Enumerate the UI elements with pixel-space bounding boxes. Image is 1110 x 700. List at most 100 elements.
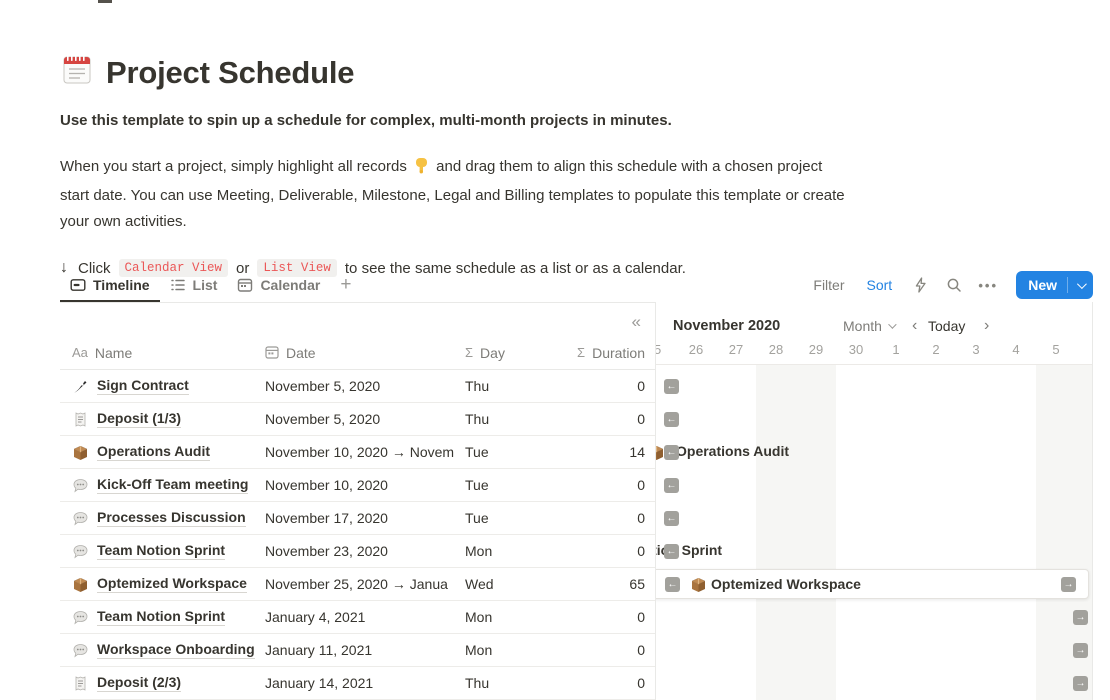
- more-options-button[interactable]: •••: [978, 277, 999, 293]
- list-view-icon: [170, 277, 186, 293]
- table-row[interactable]: Operations Audit November 10, 2020 → Nove…: [60, 436, 655, 469]
- zoom-scale-select[interactable]: Month: [843, 318, 897, 334]
- row-name-link[interactable]: Sign Contract: [97, 377, 189, 395]
- sort-button[interactable]: Sort: [866, 277, 893, 293]
- tab-label: List: [192, 277, 218, 293]
- row-date-cell[interactable]: November 5, 2020: [265, 411, 381, 427]
- previous-period-button[interactable]: ‹: [912, 317, 918, 334]
- scroll-to-item-button[interactable]: ←: [664, 379, 679, 394]
- formula-sigma-icon: Σ: [577, 345, 586, 360]
- calendar-view-link[interactable]: Calendar View: [118, 259, 229, 277]
- table-row[interactable]: Optemized Workspace November 25, 2020 → J…: [60, 568, 655, 601]
- row-name-link[interactable]: Workspace Onboarding: [97, 641, 255, 659]
- column-label: Date: [286, 344, 316, 361]
- row-duration-cell: 0: [637, 411, 645, 427]
- row-name-link[interactable]: Team Notion Sprint: [97, 542, 226, 560]
- date-tick: 26: [688, 342, 704, 357]
- row-date-cell[interactable]: November 10, 2020: [265, 477, 388, 493]
- row-name-link[interactable]: Optemized Workspace: [97, 575, 247, 593]
- table-row[interactable]: Kick-Off Team meeting November 10, 2020 Tu…: [60, 469, 655, 502]
- scroll-to-item-button[interactable]: ←: [664, 412, 679, 427]
- table-row[interactable]: Deposit (1/3) November 5, 2020 Thu 0: [60, 403, 655, 436]
- today-button[interactable]: Today: [928, 318, 966, 334]
- row-duration-cell: 65: [629, 576, 645, 592]
- document-header: Project Schedule Use this template to sp…: [60, 52, 860, 277]
- table-row[interactable]: Deposit (2/3) January 14, 2021 Thu 0: [60, 667, 655, 700]
- timeline-bar[interactable]: ← Optemized Workspace →: [656, 569, 1089, 599]
- weekend-column-shading: [756, 364, 836, 700]
- new-dropdown-chevron-icon[interactable]: [1068, 278, 1093, 289]
- new-button-label[interactable]: New: [1028, 277, 1057, 293]
- next-period-button[interactable]: ›: [984, 317, 990, 334]
- row-date-cell[interactable]: November 10, 2020 → Novem: [265, 444, 455, 460]
- scroll-to-item-button[interactable]: →: [1061, 577, 1076, 592]
- row-date-cell[interactable]: November 5, 2020: [265, 378, 381, 394]
- scroll-to-item-button[interactable]: ←: [665, 577, 680, 592]
- column-header-name[interactable]: Aa Name: [60, 345, 260, 361]
- timeline-row: ←: [656, 403, 1092, 436]
- collapse-table-button[interactable]: «: [631, 312, 641, 331]
- row-date-cell[interactable]: January 11, 2021: [265, 642, 373, 658]
- row-day-cell: Mon: [465, 609, 493, 625]
- hint-suffix: to see the same schedule as a list or as…: [344, 259, 686, 277]
- new-button[interactable]: New: [1016, 271, 1093, 299]
- row-name-link[interactable]: Deposit (2/3): [97, 674, 182, 692]
- row-name-link[interactable]: Processes Discussion: [97, 509, 246, 527]
- table-row[interactable]: Team Notion Sprint November 23, 2020 Mon 0: [60, 535, 655, 568]
- table-row[interactable]: Sign Contract November 5, 2020 Thu 0: [60, 370, 655, 403]
- row-date-cell[interactable]: January 4, 2021: [265, 609, 366, 625]
- filter-button[interactable]: Filter: [813, 277, 845, 293]
- timeline-table-panel: « Aa Name Date Σ Day Σ Duration Sign Con…: [60, 302, 655, 700]
- column-label: Duration: [592, 344, 645, 361]
- down-arrow-glyph: ↓: [60, 259, 68, 276]
- scroll-to-item-button[interactable]: ←: [664, 445, 679, 460]
- column-header-duration[interactable]: Σ Duration: [545, 345, 655, 361]
- package-icon: [72, 444, 89, 461]
- backhand-index-pointing-down-icon: [414, 157, 429, 183]
- scroll-to-item-button[interactable]: →: [1073, 676, 1088, 691]
- new-button-divider: [1067, 277, 1068, 293]
- row-duration-cell: 0: [637, 378, 645, 394]
- add-view-button[interactable]: +: [340, 274, 352, 295]
- date-tick: 1: [892, 342, 900, 357]
- tab-timeline[interactable]: Timeline: [60, 268, 160, 302]
- table-row[interactable]: Processes Discussion November 17, 2020 Tue…: [60, 502, 655, 535]
- tab-list[interactable]: List: [160, 268, 228, 302]
- row-date-cell[interactable]: November 25, 2020 → Janua: [265, 576, 448, 592]
- search-icon[interactable]: [940, 271, 968, 299]
- row-name-link[interactable]: Operations Audit: [97, 443, 211, 461]
- list-view-link[interactable]: List View: [257, 259, 337, 277]
- month-label: November 2020: [673, 318, 781, 334]
- view-hint-line: ↓ Click Calendar View or List View to se…: [60, 259, 860, 277]
- row-day-cell: Thu: [465, 378, 490, 394]
- tab-calendar[interactable]: Calendar: [227, 268, 330, 302]
- scroll-to-item-button[interactable]: →: [1073, 643, 1088, 658]
- timeline-view-icon: [70, 277, 86, 293]
- table-row[interactable]: Team Notion Sprint January 4, 2021 Mon 0: [60, 601, 655, 634]
- table-row[interactable]: Workspace Onboarding January 11, 2021 Mon 0: [60, 634, 655, 667]
- row-name-link[interactable]: Deposit (1/3): [97, 410, 182, 428]
- automation-bolt-icon[interactable]: [906, 271, 934, 299]
- page-subtitle: Use this template to spin up a schedule …: [60, 112, 672, 129]
- row-date-cell[interactable]: November 23, 2020: [265, 543, 388, 559]
- timeline-row: ←: [656, 370, 1092, 403]
- row-name-link[interactable]: Kick-Off Team meeting: [97, 476, 249, 494]
- scroll-to-item-button[interactable]: →: [1073, 610, 1088, 625]
- timeline-item-label[interactable]: Optemized Workspace: [711, 576, 861, 592]
- row-date-cell[interactable]: November 17, 2020: [265, 510, 388, 526]
- formula-sigma-icon: Σ: [465, 345, 474, 360]
- scroll-to-item-button[interactable]: ←: [664, 511, 679, 526]
- column-header-day[interactable]: Σ Day: [455, 345, 545, 361]
- row-name-link[interactable]: Team Notion Sprint: [97, 608, 226, 626]
- scroll-to-item-button[interactable]: ←: [664, 478, 679, 493]
- timeline-item-label[interactable]: Operations Audit: [676, 443, 790, 459]
- receipt-icon: [72, 675, 89, 692]
- speech-icon: [72, 543, 89, 560]
- column-header-date[interactable]: Date: [260, 345, 455, 361]
- row-date-cell[interactable]: January 14, 2021: [265, 675, 374, 691]
- date-tick: 29: [808, 342, 824, 357]
- toolbar-actions: Filter Sort ••• New: [805, 271, 1093, 299]
- scroll-to-item-button[interactable]: ←: [664, 544, 679, 559]
- row-day-cell: Tue: [465, 477, 489, 493]
